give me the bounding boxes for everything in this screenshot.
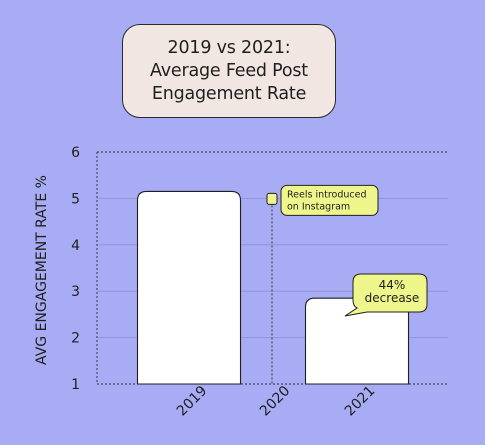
chart-title-line-1: 2019 vs 2021:	[167, 37, 291, 58]
y-tick-label: 4	[71, 238, 80, 254]
reels-marker	[266, 192, 278, 205]
y-tick-label: 1	[71, 377, 80, 393]
decrease-speech-bubble	[344, 273, 428, 317]
y-tick-label: 5	[71, 191, 80, 207]
reels-callout-text: Reels introduced	[287, 189, 367, 200]
decrease-bubble-text: decrease	[365, 291, 420, 305]
x-tick-label-2020: 2020	[257, 383, 294, 420]
y-tick-label: 6	[71, 145, 80, 161]
x-tick-label-2019: 2019	[174, 383, 211, 420]
y-axis-label: AVG ENGAGEMENT RATE %	[34, 175, 50, 365]
chart-title-line-2: Average Feed Post	[150, 60, 308, 81]
decrease-bubble-text: 44%	[379, 278, 406, 292]
bar-2019	[136, 190, 242, 385]
y-tick-label: 2	[71, 331, 80, 347]
reels-callout-box	[280, 184, 379, 216]
chart-title-line-3: Engagement Rate	[151, 83, 307, 104]
y-tick-label: 3	[71, 284, 80, 300]
x-tick-label-2021: 2021	[342, 383, 379, 420]
chart-title-box: 2019 vs 2021: Average Feed Post Engageme…	[122, 24, 336, 118]
reels-callout-text: on Instagram	[287, 201, 350, 212]
